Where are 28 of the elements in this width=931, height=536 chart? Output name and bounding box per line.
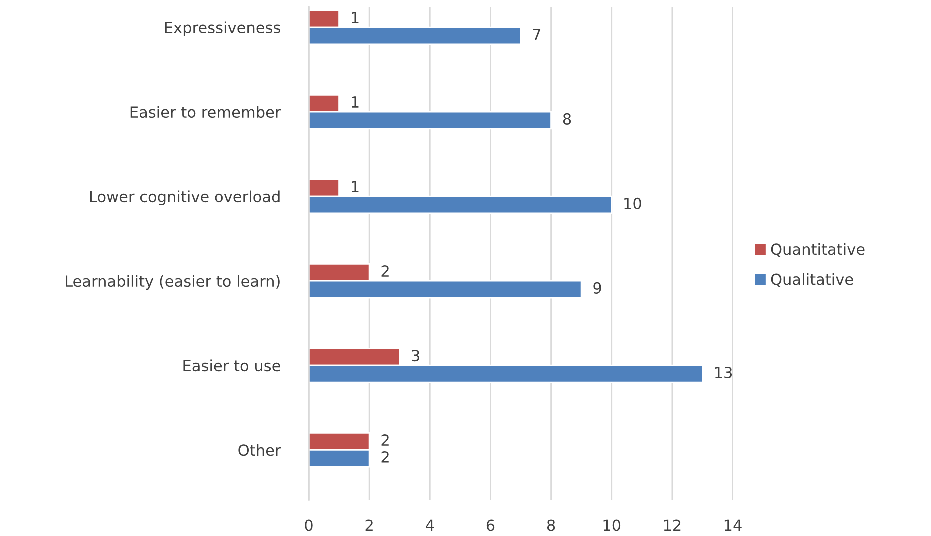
- x-tick-label: 14: [724, 520, 742, 532]
- x-tick-label: 6: [486, 520, 495, 532]
- data-label: 2: [382, 434, 389, 446]
- legend-label: Qualitative: [771, 273, 854, 288]
- y-tick-label: Learnability (easier to learn): [66, 275, 280, 290]
- y-tick-label: Easier to use: [184, 360, 280, 372]
- data-label: 8: [563, 113, 572, 125]
- y-tick-label: Easier to remember: [130, 106, 282, 118]
- x-tick-label: 12: [664, 520, 681, 532]
- x-tick-label: 2: [366, 520, 373, 532]
- y-tick-label: Expressiveness: [165, 22, 280, 37]
- data-label: 7: [533, 29, 541, 40]
- x-tick-label: 10: [604, 520, 621, 532]
- y-tick-label: Lower cognitive overload: [90, 190, 280, 206]
- data-label: 3: [412, 350, 420, 362]
- data-label: 1: [352, 96, 359, 108]
- x-tick-label: 4: [426, 520, 434, 532]
- x-tick-label: 0: [305, 520, 313, 532]
- data-label: 10: [624, 198, 642, 210]
- data-label: 2: [382, 266, 389, 277]
- x-tick-label: 8: [547, 520, 556, 532]
- data-label: 1: [352, 181, 359, 192]
- data-label: 2: [382, 451, 389, 463]
- y-tick-label: Other: [238, 444, 282, 456]
- data-label: 1: [352, 12, 359, 24]
- legend-label: Quantitative: [771, 243, 865, 257]
- data-label: 13: [716, 366, 732, 378]
- data-label: 9: [594, 282, 602, 294]
